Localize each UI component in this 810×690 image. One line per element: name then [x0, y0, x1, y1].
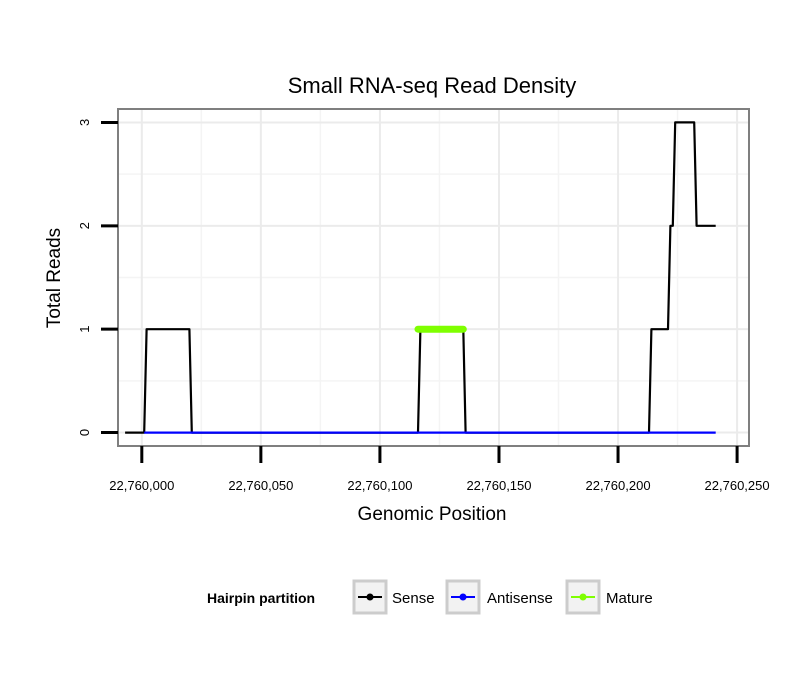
axes: 22,760,000 22,760,050 22,760,100 22,760,150… [77, 119, 770, 493]
y-tick-label: 0 [77, 429, 92, 436]
plot-panel-border [117, 108, 750, 447]
legend: Hairpin partition Sense Antisense Mature [207, 579, 653, 615]
y-axis-title: Total Reads [44, 228, 65, 328]
chart-title: Small RNA-seq Read Density [288, 73, 577, 98]
x-tick-label: 22,760,100 [347, 478, 412, 493]
legend-label: Mature [606, 590, 653, 607]
x-tick-label: 22,760,000 [109, 478, 174, 493]
legend-item-sense: Sense [352, 579, 435, 615]
legend-title: Hairpin partition [207, 590, 315, 606]
x-axis-title: Genomic Position [358, 504, 507, 525]
y-tick-label: 3 [77, 119, 92, 126]
x-tick-label: 22,760,200 [585, 478, 650, 493]
series-lines [125, 121, 716, 434]
legend-label: Antisense [487, 590, 553, 607]
x-tick-label: 22,760,150 [466, 478, 531, 493]
legend-label: Sense [392, 590, 435, 607]
legend-key-point [366, 593, 374, 601]
legend-item-mature: Mature [565, 579, 653, 615]
x-tick-label: 22,760,050 [228, 478, 293, 493]
y-tick-label: 1 [77, 326, 92, 333]
legend-key-point [579, 593, 587, 601]
x-tick-label: 22,760,250 [705, 478, 770, 493]
legend-key-point [459, 593, 467, 601]
legend-item-antisense: Antisense [445, 579, 553, 615]
grid-lines [118, 109, 749, 446]
y-tick-label: 2 [77, 222, 92, 229]
